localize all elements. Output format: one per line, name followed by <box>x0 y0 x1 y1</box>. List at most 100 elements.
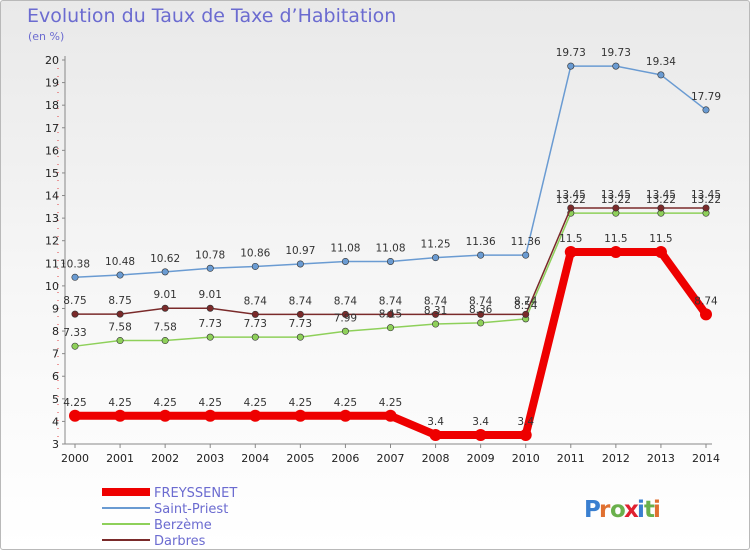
data-label-darbres: 8.74 <box>424 295 448 307</box>
data-label-saint-priest: 11.36 <box>511 236 541 248</box>
data-label-saint-priest: 10.38 <box>60 258 90 270</box>
data-label-berz-me: 7.58 <box>108 322 131 334</box>
data-point-darbres <box>71 310 79 318</box>
data-label-freyssenet: 11.5 <box>604 233 627 245</box>
data-label-freyssenet: 4.25 <box>153 397 176 409</box>
data-point-freyssenet <box>654 246 667 258</box>
data-label-freyssenet: 4.25 <box>63 397 86 409</box>
data-point-darbres <box>432 310 440 318</box>
data-point-freyssenet <box>204 409 217 422</box>
data-label-freyssenet: 8.74 <box>694 295 718 307</box>
data-point-freyssenet <box>384 409 397 422</box>
data-point-berz-me <box>296 333 304 341</box>
data-point-saint-priest <box>522 251 530 259</box>
data-point-saint-priest <box>71 273 79 281</box>
data-label-berz-me: 13.22 <box>601 194 631 206</box>
y-tick-label: 8 <box>52 325 59 338</box>
data-label-darbres: 13.45 <box>691 189 721 201</box>
data-label-darbres: 9.01 <box>199 289 222 301</box>
data-label-berz-me: 7.58 <box>153 322 176 334</box>
x-tick-label: 2006 <box>331 452 359 465</box>
data-point-berz-me <box>71 342 79 350</box>
logo-letter: t <box>644 497 655 523</box>
data-label-darbres: 8.74 <box>469 295 493 307</box>
y-tick-label: 18 <box>45 99 59 112</box>
data-point-darbres <box>161 304 169 312</box>
x-tick-label: 2012 <box>602 452 630 465</box>
data-point-darbres <box>206 304 214 312</box>
y-tick-label: 16 <box>45 144 59 157</box>
data-point-darbres <box>341 310 349 318</box>
proxiti-logo: Pr oxi ti <box>584 497 661 523</box>
data-point-saint-priest <box>477 251 485 259</box>
y-tick-label: 3 <box>52 438 59 451</box>
x-tick-label: 2000 <box>61 452 89 465</box>
y-tick-label: 20 <box>45 54 59 67</box>
data-label-freyssenet: 3.4 <box>427 416 444 428</box>
data-label-darbres: 13.45 <box>556 189 586 201</box>
data-point-freyssenet <box>609 246 622 258</box>
series-saint-priest <box>71 62 710 281</box>
logo-letter: x <box>624 497 639 523</box>
data-label-saint-priest: 10.48 <box>105 256 135 268</box>
x-tick-label: 2011 <box>557 452 585 465</box>
logo-letter: o <box>610 497 626 523</box>
y-tick-label: 15 <box>45 167 59 180</box>
data-point-saint-priest <box>116 271 124 279</box>
logo-letter: r <box>599 497 611 523</box>
data-point-saint-priest <box>296 260 304 268</box>
y-tick-label: 6 <box>52 370 59 383</box>
data-point-darbres <box>386 310 394 318</box>
data-label-darbres: 8.74 <box>289 295 313 307</box>
chart-unit: (en %) <box>28 30 65 43</box>
series-freyssenet <box>69 246 712 441</box>
data-label-freyssenet: 3.4 <box>517 416 534 428</box>
data-label-darbres: 8.74 <box>379 295 403 307</box>
x-tick-label: 2001 <box>106 452 134 465</box>
data-point-berz-me <box>432 320 440 328</box>
data-point-berz-me <box>477 319 485 327</box>
data-point-saint-priest <box>657 71 665 79</box>
data-label-freyssenet: 11.5 <box>559 233 582 245</box>
data-label-freyssenet: 4.25 <box>289 397 312 409</box>
data-point-freyssenet <box>700 308 712 321</box>
y-tick-label: 10 <box>45 280 59 293</box>
data-label-saint-priest: 11.08 <box>330 242 360 254</box>
data-point-darbres <box>522 310 530 318</box>
data-point-saint-priest <box>702 106 710 114</box>
data-label-saint-priest: 17.79 <box>691 91 721 103</box>
data-label-berz-me: 7.99 <box>334 312 357 324</box>
data-label-saint-priest: 10.97 <box>285 245 315 257</box>
y-tick-label: 12 <box>45 235 59 248</box>
data-point-freyssenet <box>294 409 307 422</box>
data-label-saint-priest: 10.62 <box>150 253 180 265</box>
data-point-darbres <box>657 204 665 212</box>
data-label-berz-me: 13.22 <box>556 194 586 206</box>
logo-letter: i <box>637 497 645 523</box>
data-label-berz-me: 8.54 <box>514 300 538 312</box>
data-label-berz-me: 13.22 <box>646 194 676 206</box>
data-label-darbres: 8.74 <box>334 295 358 307</box>
data-point-saint-priest <box>161 268 169 276</box>
data-point-saint-priest <box>251 262 259 270</box>
data-point-berz-me <box>161 337 169 345</box>
legend-label-berz-me: Berzème <box>154 518 212 533</box>
x-tick-label: 2007 <box>377 452 405 465</box>
axes: 3 4 5 6 7 8 9 10 11 12 13 14 15 16 17 18 19 20 2000 2001 200… <box>45 54 720 465</box>
data-point-freyssenet <box>519 428 532 441</box>
data-label-darbres: 8.75 <box>108 295 131 307</box>
data-point-berz-me <box>251 333 259 341</box>
data-label-darbres: 8.75 <box>63 295 86 307</box>
data-label-saint-priest: 10.86 <box>240 247 270 259</box>
data-point-darbres <box>251 310 259 318</box>
data-label-berz-me: 8.15 <box>379 309 402 321</box>
data-label-berz-me: 7.33 <box>63 327 86 339</box>
data-point-freyssenet <box>564 246 577 258</box>
data-point-darbres <box>116 310 124 318</box>
data-point-saint-priest <box>386 257 394 265</box>
y-tick-label: 9 <box>52 302 59 315</box>
series-berz-me <box>71 209 710 350</box>
data-point-saint-priest <box>206 264 214 272</box>
